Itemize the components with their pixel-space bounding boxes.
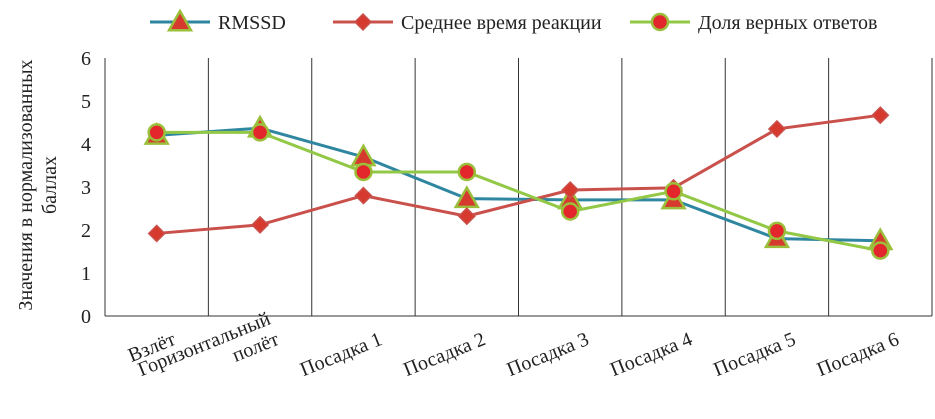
grid-lines	[207, 58, 933, 316]
legend-marker	[650, 12, 670, 32]
series-3-line	[156, 130, 881, 253]
legend-item: Среднее время реакции	[333, 12, 602, 34]
x-tick-label: Горизонтальныйполёт	[135, 308, 282, 402]
x-tick-label: Посадка 3	[504, 328, 592, 381]
legend-marker	[166, 8, 194, 32]
legend-label: RMSSD	[218, 12, 286, 34]
series-3-marker	[250, 123, 270, 142]
series-3-marker	[664, 182, 683, 201]
y-tick-label: 2	[81, 220, 91, 242]
series-2-marker	[767, 119, 786, 139]
y-tick-label: 4	[81, 134, 91, 156]
x-tick-label: Посадка 6	[814, 328, 902, 381]
legend-label: Среднее время реакции	[401, 12, 602, 34]
y-tick-labels: 0 1 2 3 4 5 6	[81, 48, 91, 328]
y-tick-label: 0	[81, 306, 91, 328]
legend-item: RMSSD	[150, 8, 286, 34]
y-tick-label: 6	[81, 48, 91, 70]
x-tick-label: Посадка 1	[297, 328, 385, 381]
series-2-marker	[561, 180, 580, 200]
series-3-marker	[457, 162, 477, 182]
series-lines	[143, 106, 894, 260]
x-tick-label: Посадка 5	[710, 328, 798, 381]
series-2-line	[156, 113, 881, 235]
series-3	[147, 123, 890, 260]
legend-marker	[353, 12, 373, 32]
y-axis-label: Значения в нормализованных баллах	[15, 59, 61, 310]
series-2-marker	[457, 207, 476, 226]
y-tick-label: 3	[81, 177, 91, 199]
series-3-marker	[560, 202, 580, 221]
legend: RMSSD Среднее время реакции Доля верных от…	[150, 8, 878, 34]
legend-item: Доля верных ответов	[630, 12, 878, 34]
series-3-marker	[147, 123, 166, 142]
axes	[104, 58, 932, 317]
series-3-marker	[871, 241, 890, 260]
series-1-marker	[453, 185, 480, 209]
series-2-marker	[354, 186, 373, 205]
y-tick-label: 5	[81, 91, 91, 113]
series-3-marker	[767, 221, 787, 241]
series-2-marker	[871, 106, 890, 125]
series-2-marker	[147, 224, 166, 243]
x-tick-label: Посадка 4	[607, 328, 695, 381]
series-1-line	[156, 126, 881, 243]
y-tick-label: 1	[81, 263, 91, 285]
x-tick-label: Посадка 2	[400, 328, 488, 381]
series-3-marker	[354, 162, 373, 182]
series-2-marker	[251, 215, 270, 234]
legend-label: Доля верных ответов	[698, 12, 878, 34]
